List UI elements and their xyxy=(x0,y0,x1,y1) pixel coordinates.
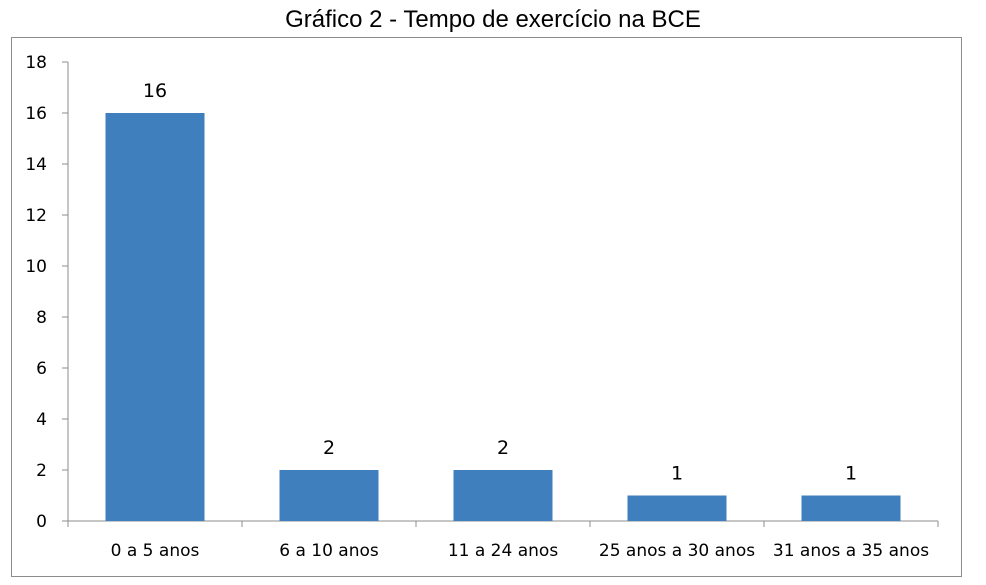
bar xyxy=(453,470,553,521)
y-tick-label: 14 xyxy=(25,155,47,175)
bar xyxy=(105,113,205,521)
bars xyxy=(105,113,901,521)
x-tick-label: 6 a 10 anos xyxy=(279,541,379,561)
y-tick-label: 0 xyxy=(36,512,47,532)
bar xyxy=(801,495,901,521)
y-tick-label: 10 xyxy=(25,257,47,277)
chart-title: Gráfico 2 - Tempo de exercício na BCE xyxy=(285,6,701,33)
y-tick-label: 4 xyxy=(36,410,47,430)
y-tick-label: 2 xyxy=(36,461,47,481)
y-axis: 0 2 4 6 8 10 12 14 16 18 xyxy=(25,53,69,532)
data-label: 1 xyxy=(845,463,857,485)
data-label: 2 xyxy=(323,437,335,459)
x-axis: 0 a 5 anos 6 a 10 anos 11 a 24 anos 25 anos… xyxy=(67,520,939,561)
y-tick-label: 12 xyxy=(25,206,47,226)
y-tick-label: 6 xyxy=(36,359,47,379)
x-tick-label: 25 anos a 30 anos xyxy=(599,541,755,561)
data-label: 1 xyxy=(671,463,683,485)
data-label: 2 xyxy=(497,437,509,459)
y-tick-label: 18 xyxy=(25,53,47,73)
data-labels: 16 2 2 1 1 xyxy=(143,80,857,485)
x-tick-label: 11 a 24 anos xyxy=(448,541,558,561)
x-tick-label: 31 anos a 35 anos xyxy=(773,541,929,561)
y-tick-label: 8 xyxy=(36,308,47,328)
bar xyxy=(627,495,727,521)
x-tick-label: 0 a 5 anos xyxy=(111,541,200,561)
y-tick-label: 16 xyxy=(25,104,47,124)
data-label: 16 xyxy=(143,80,167,102)
bar xyxy=(279,470,379,521)
